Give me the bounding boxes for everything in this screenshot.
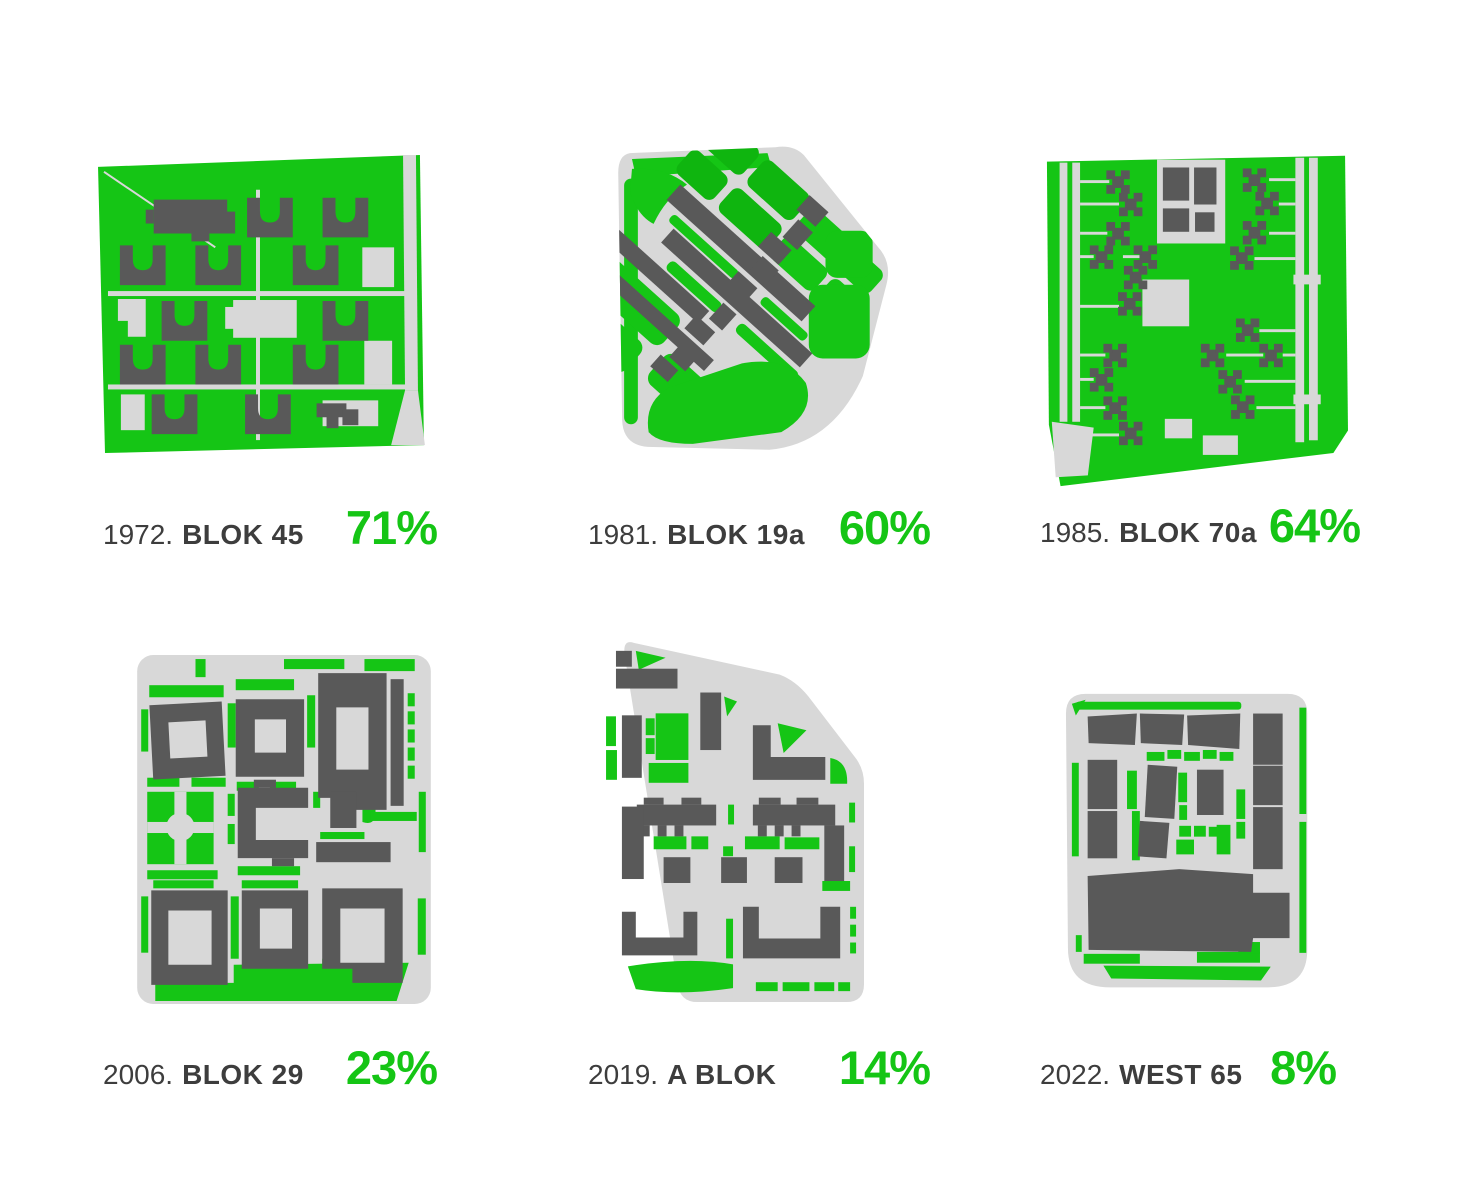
buildings-layer [119,197,369,435]
figure-a-blok [594,631,882,1008]
caption-left: 1985. BLOK 70a [1040,517,1257,549]
caption-a-blok: 2019. A BLOK 14% [588,1040,931,1095]
roads-layer [147,791,214,865]
caption-blok-70a: 1985. BLOK 70a 64% [1040,498,1361,553]
figure-blok-29 [133,651,435,1008]
map-a-blok [606,642,864,1003]
block-year: 2019. [588,1059,659,1090]
caption-blok-19a: 1981. BLOK 19a 60% [588,500,931,555]
block-name: BLOK 70a [1119,517,1257,548]
caption-left: 2019. A BLOK [588,1059,776,1091]
block-year: 2022. [1040,1059,1111,1090]
green-percentage: 71% [345,501,438,554]
green-percentage: 60% [838,501,931,554]
figure-blok-19a [575,137,909,462]
figure-blok-45 [88,150,426,456]
greenery-layer [606,650,857,993]
green-percentage: 14% [838,1041,931,1094]
map-blok-19a [618,146,889,450]
block-year: 2006. [103,1059,174,1090]
block-year: 1981. [588,519,659,550]
block-name: BLOK 45 [182,519,304,550]
caption-blok-45: 1972. BLOK 45 71% [103,500,438,555]
buildings-layer [149,673,404,985]
buildings-layer [618,184,829,382]
buildings-layer [1089,167,1283,446]
block-name: A BLOK [667,1059,777,1090]
figure-blok-70a [1035,148,1357,489]
buildings-layer [1087,713,1290,952]
block-year: 1972. [103,519,174,550]
caption-blok-29: 2006. BLOK 29 23% [103,1040,438,1095]
map-blok-45 [98,154,425,454]
roads-layer [103,154,425,446]
map-blok-29 [137,655,431,1004]
figure-west-65 [1056,684,1332,1009]
block-name: WEST 65 [1119,1059,1243,1090]
block-year: 1985. [1040,517,1111,548]
caption-left: 2006. BLOK 29 [103,1059,304,1091]
buildings-layer [615,650,845,959]
block-name: BLOK 29 [182,1059,304,1090]
green-percentage: 64% [1268,499,1361,552]
caption-left: 1972. BLOK 45 [103,519,304,551]
green-percentage: 8% [1270,1041,1337,1094]
block-name: BLOK 19a [667,519,805,550]
caption-left: 2022. WEST 65 [1040,1059,1242,1091]
map-blok-70a [1046,155,1348,487]
caption-left: 1981. BLOK 19a [588,519,805,551]
map-west-65 [1065,693,1308,988]
green-percentage: 23% [345,1041,438,1094]
greenery-layer [1071,699,1307,981]
caption-west-65: 2022. WEST 65 8% [1040,1040,1337,1095]
